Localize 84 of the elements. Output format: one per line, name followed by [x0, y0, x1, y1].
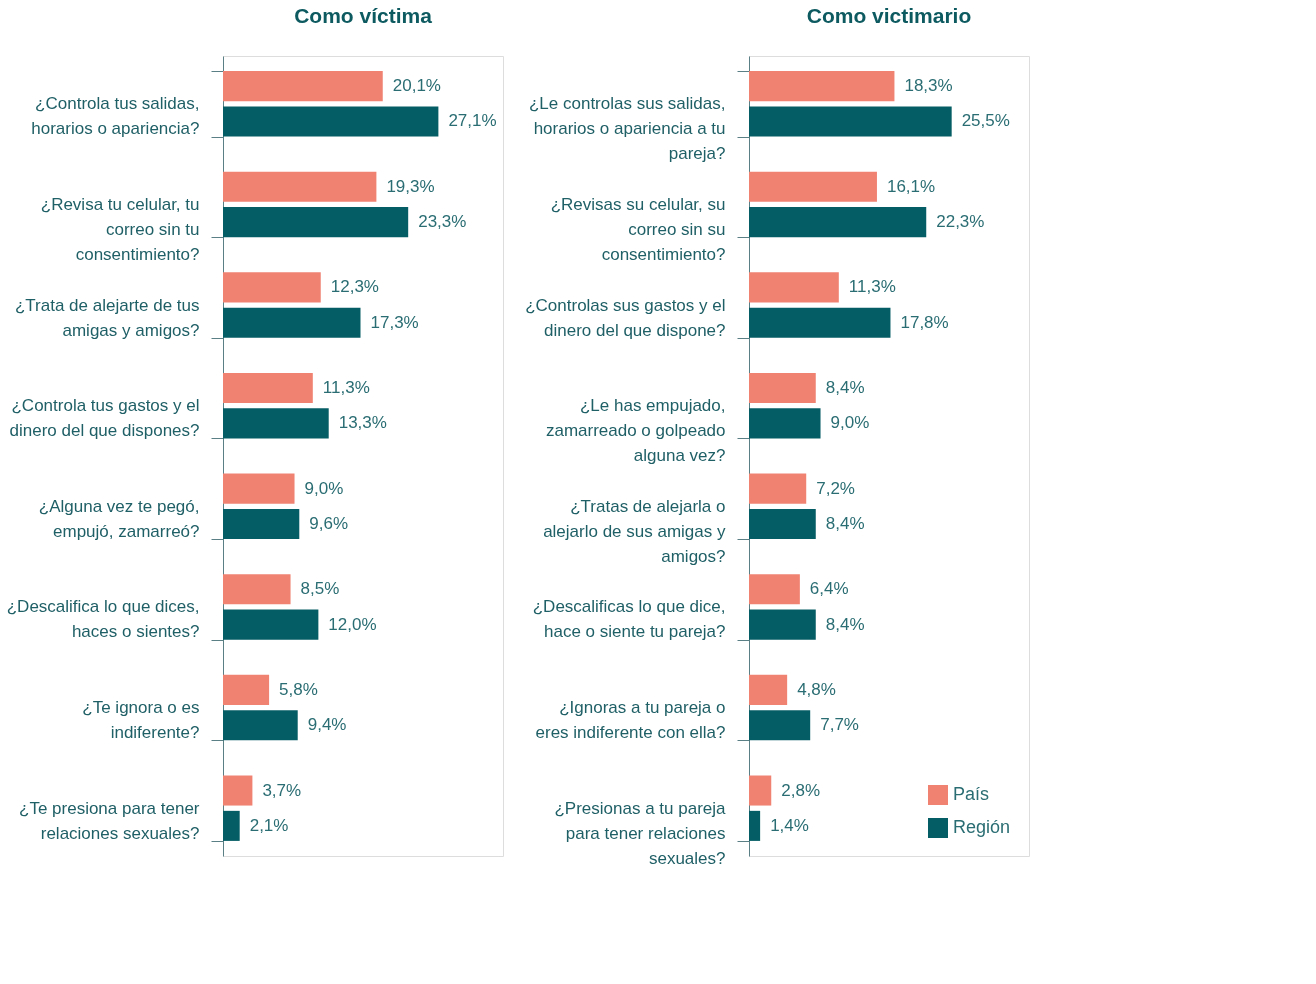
data-label: 8,4%: [825, 378, 865, 398]
data-label: 13,3%: [338, 413, 387, 433]
bar: [749, 207, 927, 238]
chart-title: Como victimario: [806, 4, 972, 27]
data-label: 8,5%: [300, 579, 340, 599]
data-label: 17,3%: [370, 312, 419, 332]
y-tick-label: ¿Le has empujado, zamarreado o golpeado alguna vez?: [545, 396, 726, 466]
bar: [223, 71, 383, 102]
bar: [223, 307, 361, 338]
bar: [749, 674, 788, 705]
data-label: 9,0%: [304, 478, 344, 498]
data-label: 6,4%: [809, 579, 849, 599]
bar: [223, 710, 298, 741]
data-label: 25,5%: [961, 111, 1010, 131]
bar: [223, 609, 319, 640]
y-tick-label: ¿Te ignora o es indiferente?: [82, 698, 200, 743]
data-label: 7,2%: [816, 478, 855, 498]
bar: [749, 106, 952, 137]
bar: [223, 408, 329, 439]
bar: [223, 775, 253, 806]
data-label: 1,4%: [770, 815, 809, 835]
y-tick-label: ¿Revisas su celular, su correo sin su consentimiento?: [550, 194, 726, 264]
y-tick-label: ¿Revisa tu celular, tu correo sin tu consentimiento?: [40, 194, 200, 264]
bar: [749, 171, 877, 202]
data-label: 2,1%: [249, 815, 289, 835]
data-label: 17,8%: [900, 312, 949, 332]
y-tick-label: ¿Alguna vez te pegó, empujó, zamarreó?: [38, 496, 200, 541]
bar: [223, 674, 270, 705]
y-tick-label: ¿Ignoras a tu pareja o eres indiferente con ella?: [535, 698, 726, 743]
data-label: 4,8%: [797, 679, 836, 699]
bar: [223, 810, 240, 841]
bar: [749, 372, 816, 404]
bar: [749, 508, 816, 540]
y-tick-label: ¿Tratas de alejarla o alejarlo de sus amigas y amigos?: [543, 496, 726, 566]
data-label: 20,1%: [392, 76, 441, 96]
data-label: 11,3%: [848, 277, 896, 297]
bar: [749, 574, 800, 605]
bar: [749, 710, 811, 741]
bar: [223, 207, 409, 238]
bar: [223, 171, 377, 202]
data-label: 9,4%: [307, 715, 347, 735]
bar: [223, 106, 439, 137]
bar: [749, 71, 895, 102]
bar: [223, 473, 295, 504]
bar: [749, 408, 821, 439]
y-tick-label: ¿Descalifica lo que dices, haces o sientes?: [6, 597, 200, 642]
data-label: 9,0%: [830, 413, 870, 433]
bar: [749, 775, 772, 806]
bar: [749, 272, 839, 303]
data-label: 22,3%: [936, 212, 985, 232]
legend-label: País: [953, 784, 990, 804]
y-tick-label: ¿Le controlas sus salidas, horarios o apariencia a tu pareja?: [528, 94, 726, 164]
data-label: 9,6%: [309, 513, 349, 533]
bar: [223, 574, 291, 605]
data-label: 5,8%: [279, 679, 318, 699]
data-label: 18,3%: [904, 76, 953, 96]
y-tick-label: ¿Presionas a tu pareja para tener relaciones sexuales?: [554, 798, 727, 868]
bar: [223, 372, 313, 404]
data-label: 19,3%: [386, 176, 435, 196]
bar: [223, 508, 300, 540]
y-tick-label: ¿Controla tus gastos y el dinero del que dispones?: [9, 396, 200, 441]
y-tick-label: ¿Te presiona para tener relaciones sexuales?: [19, 798, 200, 843]
y-tick-label: ¿Controlas sus gastos y el dinero del que dispone?: [525, 295, 726, 340]
legend-label: Región: [953, 817, 1011, 837]
data-label: 11,3%: [322, 378, 370, 398]
bar: [223, 272, 321, 303]
data-label: 8,4%: [825, 614, 865, 634]
bar: [749, 609, 816, 640]
chart-title: Como víctima: [294, 4, 433, 27]
data-label: 12,0%: [328, 614, 377, 634]
bar: [749, 810, 761, 841]
data-label: 23,3%: [418, 212, 467, 232]
data-label: 8,4%: [825, 513, 865, 533]
data-label: 12,3%: [330, 277, 379, 297]
y-tick-label: ¿Trata de alejarte de tus amigas y amigos?: [14, 295, 200, 340]
data-label: 3,7%: [262, 780, 302, 800]
data-label: 7,7%: [820, 715, 859, 735]
bar: [749, 307, 891, 338]
data-label: 2,8%: [781, 780, 820, 800]
y-tick-label: ¿Controla tus salidas, horarios o apariencia?: [31, 94, 200, 139]
data-label: 16,1%: [886, 176, 936, 196]
y-tick-label: ¿Descalificas lo que dice, hace o siente tu pareja?: [532, 597, 726, 642]
data-label: 27,1%: [448, 111, 497, 131]
bar: [749, 473, 807, 504]
